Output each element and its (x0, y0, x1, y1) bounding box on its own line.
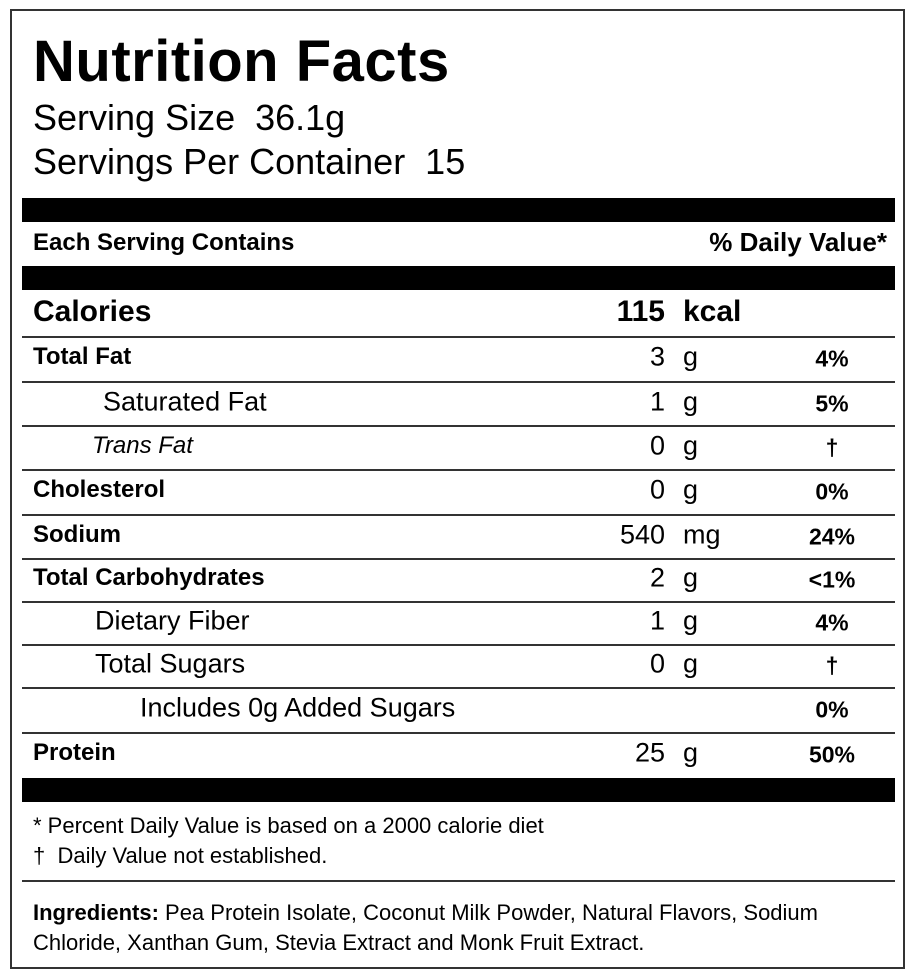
footnote: † Daily Value not established. (33, 843, 328, 868)
row-divider (22, 643, 895, 646)
daily-value: 5% (815, 390, 849, 417)
ingredients-label: Ingredients: (33, 900, 159, 925)
unit: g (683, 341, 699, 372)
title: Nutrition Facts (33, 29, 450, 94)
unit: g (683, 430, 699, 461)
nutrient-name: Dietary Fiber (95, 605, 250, 636)
amount: 115 (616, 295, 665, 328)
nutrient-name: Total Fat (33, 343, 132, 370)
label-frame (10, 9, 905, 969)
row-divider (22, 425, 895, 427)
nutrient-name: Sodium (33, 521, 121, 548)
servings-per-container: Servings Per Container 15 (33, 141, 466, 182)
amount: 0 (649, 430, 665, 461)
nutrient-name: Total Sugars (95, 648, 246, 679)
nutrient-name: Cholesterol (33, 476, 166, 503)
row-divider (22, 380, 895, 383)
nutrient-name: Trans Fat (92, 432, 193, 459)
daily-value: 50% (808, 741, 856, 768)
daily-value: 0% (815, 696, 849, 723)
row-divider (22, 557, 895, 560)
amount: 1 (649, 605, 665, 636)
amount: 0 (649, 648, 665, 679)
daily-value: 4% (815, 345, 849, 372)
daily-value: 24% (808, 523, 856, 550)
unit: g (683, 605, 699, 636)
thick-bar (22, 778, 895, 802)
daily-value: † (825, 434, 839, 461)
row-divider (22, 513, 895, 516)
daily-value: 0% (815, 478, 849, 505)
thick-bar (22, 198, 895, 222)
daily-value: 4% (815, 609, 849, 636)
row-divider (22, 687, 895, 689)
unit: g (683, 737, 699, 768)
nutrient-name: Protein (33, 739, 116, 766)
column-header: % Daily Value* (709, 227, 887, 257)
daily-value: <1% (808, 566, 856, 593)
unit: mg (683, 519, 721, 550)
column-header: Each Serving Contains (33, 229, 295, 256)
amount: 2 (649, 562, 665, 593)
thick-bar (22, 266, 895, 290)
row-divider (22, 731, 895, 734)
ingredients-text: Pea Protein Isolate, Coconut Milk Powder… (33, 900, 818, 955)
nutrient-name: Includes 0g Added Sugars (140, 692, 456, 723)
unit: kcal (683, 295, 742, 328)
nutrient-name: Saturated Fat (103, 386, 267, 417)
nutrient-name: Total Carbohydrates (33, 564, 265, 591)
unit: g (683, 474, 699, 505)
unit: g (683, 386, 699, 417)
unit: g (683, 562, 699, 593)
footnote: * Percent Daily Value is based on a 2000… (33, 813, 544, 838)
unit: g (683, 648, 699, 679)
ingredients: Ingredients: Pea Protein Isolate, Coconu… (33, 898, 883, 958)
divider (22, 880, 895, 882)
amount: 0 (649, 474, 665, 505)
row-divider (22, 469, 895, 471)
amount: 540 (619, 519, 665, 550)
amount: 1 (649, 386, 665, 417)
serving-size: Serving Size 36.1g (33, 97, 346, 138)
amount: 25 (634, 737, 665, 768)
amount: 3 (649, 341, 665, 372)
nutrient-name: Calories (33, 295, 152, 328)
daily-value: † (825, 652, 839, 679)
row-divider (22, 335, 895, 338)
row-divider (22, 600, 895, 603)
